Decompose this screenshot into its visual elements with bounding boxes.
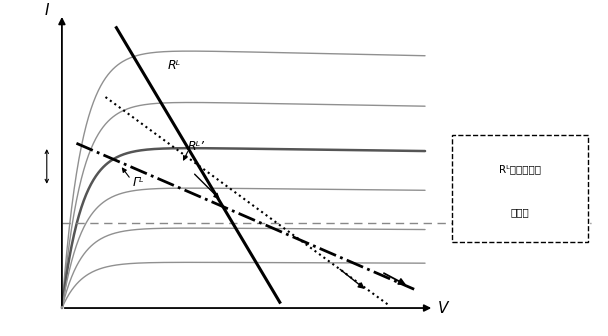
Text: 无穷大: 无穷大 (511, 207, 530, 217)
Text: Rᴸ: Rᴸ (168, 59, 181, 72)
FancyBboxPatch shape (452, 135, 589, 242)
Text: Γᴸ: Γᴸ (133, 176, 144, 189)
Text: Rᴸ开路，负载: Rᴸ开路，负载 (499, 164, 541, 174)
Text: V: V (438, 300, 448, 316)
Text: I: I (44, 3, 49, 18)
Text: Rᴸ’: Rᴸ’ (188, 140, 205, 153)
